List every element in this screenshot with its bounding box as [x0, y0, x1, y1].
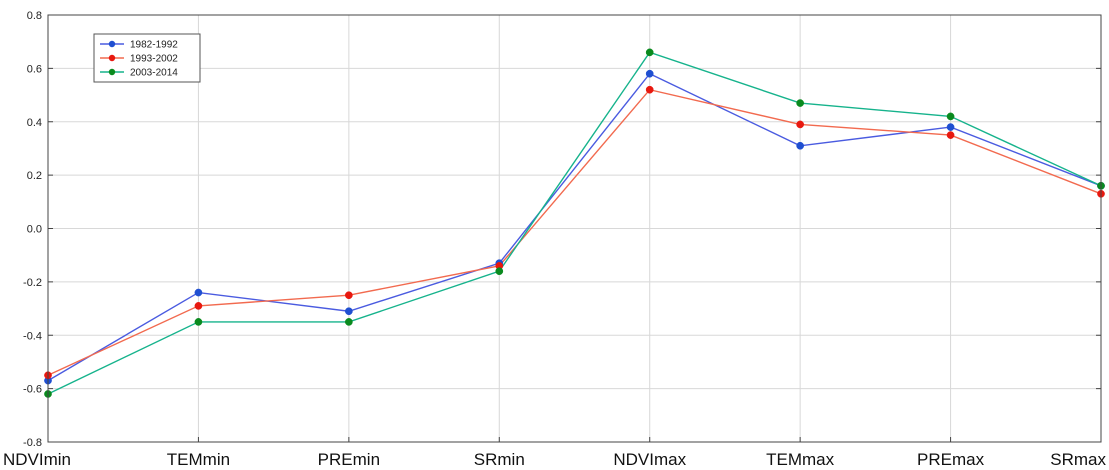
grid [47, 14, 1102, 443]
x-tick-label: SRmax [1050, 450, 1106, 469]
y-tick-label: 0.4 [27, 117, 42, 129]
legend-label: 1993-2002 [130, 54, 178, 65]
legend-marker [108, 40, 116, 48]
data-point [345, 291, 353, 300]
x-tick-label: TEMmin [167, 450, 230, 469]
data-point [495, 267, 504, 276]
x-tick-label: PREmax [917, 450, 985, 469]
data-point [796, 120, 804, 129]
x-tick-label: PREmin [318, 450, 380, 469]
series-line-2003-2014 [47, 51, 1102, 395]
series-layer [44, 48, 1105, 398]
legend-marker [108, 54, 116, 62]
y-tick-label: -0.2 [23, 277, 42, 289]
data-point [796, 99, 804, 107]
data-point [946, 123, 955, 131]
y-tick-label: -0.6 [23, 384, 42, 396]
y-tick-label: 0.2 [27, 170, 42, 182]
data-point [345, 307, 353, 316]
y-axis: 0.8 0.6 0.4 0.2 0.0 -0.2 -0.4 -0.6 -0.8 [23, 10, 1101, 449]
plot-frame [47, 14, 1102, 443]
data-point [946, 112, 955, 121]
series-line-1993-2002 [47, 88, 1102, 376]
y-tick-label: -0.8 [23, 437, 42, 449]
x-tick-label: SRmin [474, 450, 525, 469]
x-tick-label: TEMmax [766, 450, 835, 469]
data-point [645, 85, 654, 94]
legend: 1982-1992 1993-2002 2003-2014 [93, 33, 201, 83]
data-point [946, 131, 955, 139]
y-tick-label: 0.6 [27, 63, 42, 75]
legend-label: 2003-2014 [130, 68, 178, 79]
data-point [194, 288, 203, 297]
y-tick-label: 0.8 [27, 10, 42, 22]
series-line-1982-1992 [47, 72, 1102, 382]
data-point [645, 69, 654, 78]
x-axis: NDVImin TEMmin PREmin SRmin NDVImax TEMmax PRE… [3, 437, 1106, 469]
legend-marker [108, 68, 116, 76]
data-point [796, 141, 804, 150]
x-tick-label: NDVImax [613, 450, 686, 469]
data-point [194, 302, 203, 310]
y-tick-label: -0.4 [23, 330, 42, 342]
data-point [645, 48, 654, 57]
legend-label: 1982-1992 [130, 40, 178, 51]
data-point [194, 318, 203, 326]
y-tick-label: 0.0 [27, 224, 42, 236]
data-point [345, 318, 353, 326]
x-tick-label: NDVImin [3, 450, 71, 469]
